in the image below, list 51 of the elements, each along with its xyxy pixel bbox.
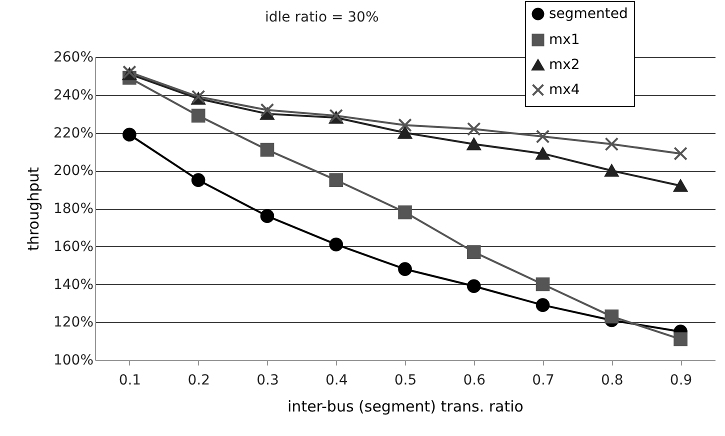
point (191, 173, 206, 187)
chart-title: idle ratio = 30% (265, 10, 379, 26)
x-tick-label: 0.5 (394, 372, 417, 388)
legend-label: mx2 (549, 57, 580, 73)
y-tick-label: 240% (53, 87, 94, 104)
point (536, 298, 550, 312)
point (536, 147, 550, 160)
y-tick-label: 140% (53, 276, 94, 293)
point (329, 238, 344, 252)
point (398, 118, 412, 132)
point (260, 103, 274, 117)
point (674, 332, 688, 346)
x-tick-label: 0.6 (463, 372, 486, 388)
y-tick-label: 120% (53, 314, 94, 331)
point (536, 277, 550, 292)
x-tick-label: 0.7 (532, 372, 554, 388)
x-axis-title: inter-bus (segment) trans. ratio (288, 398, 524, 416)
point (466, 138, 481, 150)
y-tick-label: 160% (53, 238, 94, 255)
point (122, 128, 136, 142)
point (466, 122, 481, 136)
legend-label: mx1 (549, 32, 580, 48)
y-tick-label: 260% (53, 50, 94, 66)
point (674, 146, 688, 160)
x-tick-label: 0.1 (118, 372, 142, 388)
legend-label: segmented (549, 6, 628, 22)
x-tick-label: 0.2 (188, 372, 210, 388)
y-tick-label: 220% (53, 125, 94, 142)
point (536, 130, 550, 144)
point (329, 173, 344, 188)
point (604, 164, 619, 177)
y-tick-label: 180% (53, 201, 94, 217)
y-tick-label: 200% (53, 163, 94, 180)
point (466, 245, 481, 259)
point (398, 126, 412, 139)
x-tick-label: 0.8 (601, 372, 624, 388)
point (604, 137, 619, 152)
legend-label: mx4 (549, 82, 580, 98)
point (260, 209, 274, 223)
x-tick-label: 0.3 (256, 372, 279, 388)
x-tick-label: 0.4 (325, 372, 348, 388)
point (260, 142, 274, 157)
y-axis-title: throughput (24, 166, 42, 251)
point (398, 262, 412, 276)
x-tick-label: 0.9 (670, 372, 692, 388)
point (604, 310, 619, 324)
point (191, 108, 206, 123)
point (466, 279, 481, 294)
y-tick-label: 100% (53, 352, 94, 368)
point (674, 180, 688, 192)
point (398, 205, 412, 220)
